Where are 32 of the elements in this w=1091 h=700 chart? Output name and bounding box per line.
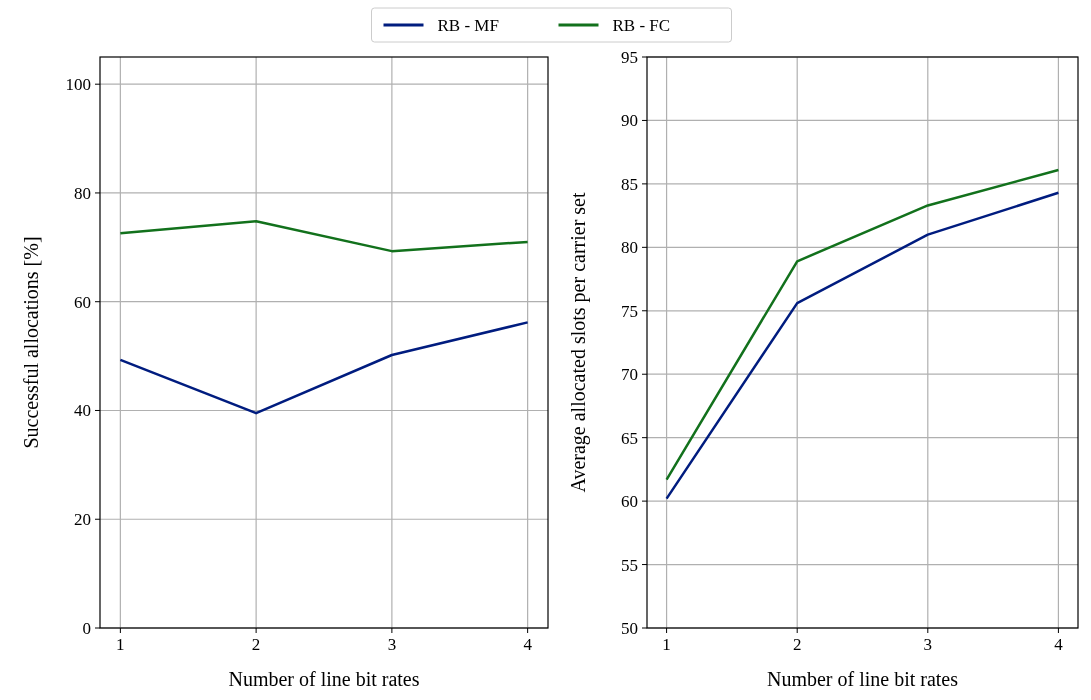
- y-tick-label: 80: [621, 238, 638, 258]
- y-axis-title: Average allocated slots per carrier set: [567, 192, 590, 493]
- x-tick-label: 1: [116, 635, 125, 654]
- y-tick-label: 0: [82, 619, 91, 638]
- y-tick-label: 60: [74, 292, 91, 312]
- y-tick-label: 65: [621, 428, 638, 448]
- x-tick-label: 4: [1054, 635, 1064, 654]
- y-tick-label: 40: [74, 401, 91, 421]
- y-axis-title: Successful allocations [%]: [20, 236, 42, 449]
- x-tick-label: 3: [387, 635, 397, 654]
- x-tick-label: 3: [923, 635, 933, 654]
- y-tick-label: 80: [74, 183, 91, 203]
- x-tick-label: 2: [792, 635, 802, 654]
- x-tick-label: 4: [523, 635, 533, 654]
- x-tick-label: 2: [251, 635, 261, 654]
- line-series: [119, 219, 529, 253]
- y-tick-label: 85: [621, 174, 638, 194]
- x-axis-title: Number of line bit rates: [228, 668, 420, 690]
- legend-label: RB - MF: [437, 16, 499, 35]
- y-tick-label: 95: [621, 48, 638, 67]
- x-axis-title: Number of line bit rates: [766, 668, 959, 690]
- y-tick-label: 75: [621, 301, 638, 321]
- y-tick-label: 90: [621, 111, 638, 131]
- x-tick-label: 1: [662, 635, 671, 654]
- y-tick-label: 55: [621, 555, 638, 575]
- y-tick-label: 70: [621, 365, 638, 385]
- y-tick-label: 100: [65, 75, 91, 95]
- legend-label: RB - FC: [612, 16, 671, 35]
- y-tick-label: 60: [621, 492, 638, 512]
- y-tick-label: 20: [74, 510, 91, 530]
- line-series: [119, 321, 529, 415]
- y-tick-label: 50: [621, 619, 638, 638]
